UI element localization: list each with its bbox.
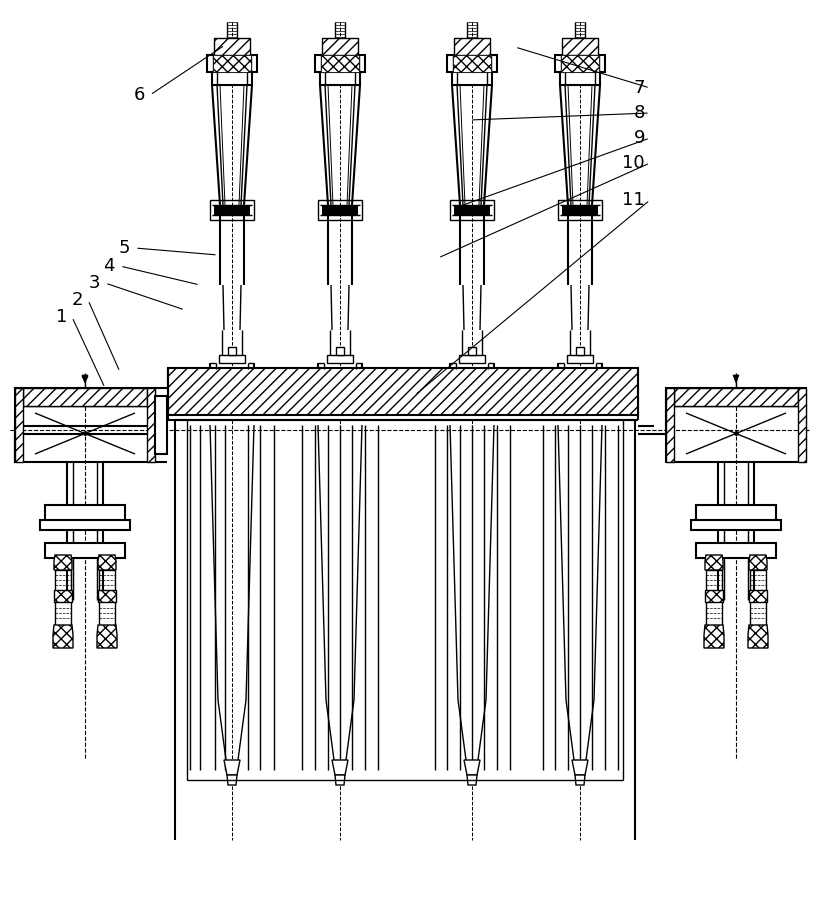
Text: 10: 10 [622, 154, 645, 172]
Polygon shape [674, 388, 798, 406]
Polygon shape [45, 543, 125, 558]
Polygon shape [468, 347, 476, 355]
Polygon shape [748, 625, 768, 648]
Polygon shape [214, 38, 250, 55]
Polygon shape [696, 543, 776, 558]
Polygon shape [168, 368, 638, 415]
Polygon shape [567, 355, 593, 363]
Text: 2: 2 [71, 291, 83, 309]
Polygon shape [572, 760, 588, 775]
Polygon shape [562, 38, 598, 55]
Polygon shape [207, 55, 257, 72]
Polygon shape [691, 520, 781, 530]
Polygon shape [315, 55, 365, 72]
Polygon shape [705, 590, 723, 602]
Text: 9: 9 [634, 129, 645, 147]
Polygon shape [322, 38, 358, 55]
Polygon shape [666, 388, 806, 462]
Polygon shape [560, 72, 600, 85]
Polygon shape [336, 347, 344, 355]
Polygon shape [575, 775, 585, 785]
Polygon shape [733, 375, 739, 383]
Text: 6: 6 [134, 86, 145, 104]
Polygon shape [749, 555, 767, 570]
Polygon shape [696, 505, 776, 525]
Polygon shape [322, 205, 358, 215]
Polygon shape [155, 396, 167, 454]
Text: 8: 8 [634, 104, 645, 122]
Polygon shape [82, 375, 88, 383]
Polygon shape [53, 625, 73, 648]
Polygon shape [704, 625, 724, 648]
Polygon shape [561, 55, 599, 72]
Polygon shape [98, 555, 116, 570]
Polygon shape [54, 555, 72, 570]
Polygon shape [454, 205, 490, 215]
Polygon shape [447, 55, 497, 72]
Polygon shape [45, 505, 125, 525]
Polygon shape [332, 760, 348, 775]
Polygon shape [54, 590, 72, 602]
Polygon shape [212, 72, 252, 85]
Polygon shape [15, 388, 23, 462]
Polygon shape [327, 355, 353, 363]
Polygon shape [219, 355, 245, 363]
Polygon shape [798, 388, 806, 462]
Polygon shape [214, 205, 250, 215]
Polygon shape [459, 355, 485, 363]
Text: 5: 5 [118, 239, 130, 257]
Polygon shape [40, 520, 130, 530]
Polygon shape [335, 775, 345, 785]
Polygon shape [454, 38, 490, 55]
Polygon shape [147, 388, 155, 462]
Text: 3: 3 [89, 274, 100, 292]
Text: 4: 4 [103, 257, 115, 275]
Polygon shape [15, 388, 155, 462]
Text: 1: 1 [56, 308, 67, 326]
Polygon shape [224, 760, 240, 775]
Polygon shape [23, 388, 147, 406]
Polygon shape [562, 205, 598, 215]
Polygon shape [467, 775, 477, 785]
Polygon shape [320, 72, 360, 85]
Polygon shape [227, 775, 237, 785]
Text: 11: 11 [622, 191, 645, 209]
Polygon shape [464, 760, 480, 775]
Polygon shape [213, 55, 251, 72]
Polygon shape [98, 590, 116, 602]
Polygon shape [321, 55, 359, 72]
Polygon shape [555, 55, 605, 72]
Polygon shape [705, 555, 723, 570]
Polygon shape [453, 55, 491, 72]
Text: 7: 7 [634, 79, 645, 97]
Polygon shape [576, 347, 584, 355]
Polygon shape [749, 590, 767, 602]
Polygon shape [452, 72, 492, 85]
Polygon shape [97, 625, 117, 648]
Polygon shape [666, 388, 674, 462]
Polygon shape [228, 347, 236, 355]
